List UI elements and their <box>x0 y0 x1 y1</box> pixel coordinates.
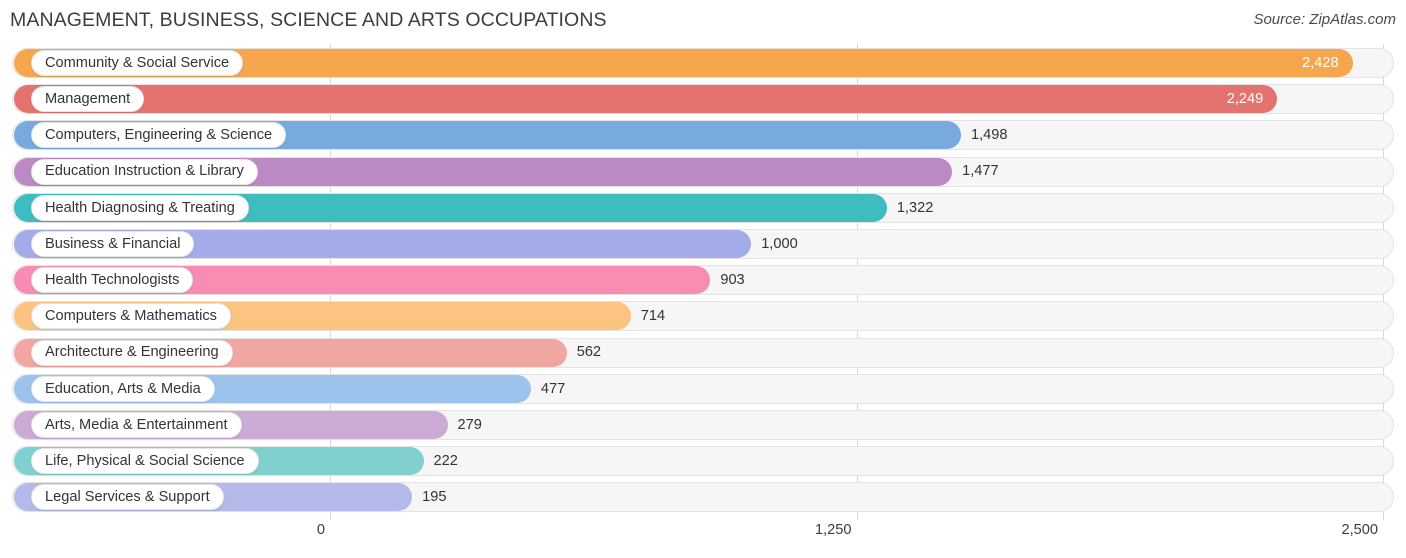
bar-value-label: 714 <box>640 308 666 325</box>
bar-category-text: Arts, Media & Entertainment <box>45 416 228 433</box>
bar-row[interactable]: Community & Social Service 2,428 <box>0 48 1406 78</box>
bar-row[interactable]: Computers & Mathematics 714 <box>0 301 1406 332</box>
bar-row[interactable]: Computers, Engineering & Science 1,498 <box>0 120 1406 151</box>
bar-category-label: Legal Services & Support <box>31 484 224 511</box>
bar-category-text: Life, Physical & Social Science <box>45 452 245 469</box>
bar-value-label: 1,322 <box>896 199 934 216</box>
bar-row[interactable]: Life, Physical & Social Science 222 <box>0 446 1406 477</box>
bar-value-label: 1,000 <box>761 235 798 252</box>
bar-category-text: Community & Social Service <box>45 54 230 71</box>
x-tick-label: 2,500 <box>1341 522 1378 538</box>
bar-category-label: Education, Arts & Media <box>31 375 215 402</box>
bar-category-label: Computers & Mathematics <box>31 303 231 330</box>
bar-category-label: Education Instruction & Library <box>31 158 258 185</box>
bar-category-label: Management <box>31 86 145 113</box>
bar-category-label: Architecture & Engineering <box>31 339 233 366</box>
bar-category-text: Architecture & Engineering <box>45 344 219 361</box>
bar-value-label: 195 <box>422 489 447 506</box>
bar-row[interactable]: Management 2,249 <box>0 84 1406 115</box>
bar-category-text: Health Technologists <box>45 271 180 288</box>
bar-category-label: Health Technologists <box>31 267 194 294</box>
bar-category-label: Computers, Engineering & Science <box>31 122 287 149</box>
bar-category-text: Legal Services & Support <box>45 489 210 506</box>
bar-value-label: 279 <box>457 416 482 433</box>
bar-row[interactable]: Education, Arts & Media 477 <box>0 373 1406 404</box>
bar-category-text: Management <box>45 90 131 107</box>
bar-row[interactable]: Business & Financial 1,000 <box>0 229 1406 259</box>
bar-category-text: Business & Financial <box>45 235 181 252</box>
bar-category-label: Life, Physical & Social Science <box>31 448 259 475</box>
bar-category-label: Business & Financial <box>31 231 195 257</box>
bar-category-text: Computers & Mathematics <box>45 308 217 325</box>
bar-category-label: Arts, Media & Entertainment <box>31 412 242 438</box>
bar-rows: Community & Social Service 2,428 Managemen… <box>0 44 1406 520</box>
bar[interactable] <box>14 85 1278 114</box>
x-tick-label: 1,250 <box>814 522 852 538</box>
bar-value-label: 2,249 <box>1226 90 1264 107</box>
bar-value-label: 903 <box>720 271 745 288</box>
page-title: MANAGEMENT, BUSINESS, SCIENCE AND ARTS O… <box>10 9 607 31</box>
plot-area: Community & Social Service 2,428 Managemen… <box>0 44 1406 520</box>
bar-row[interactable]: Legal Services & Support 195 <box>0 482 1406 513</box>
bar-row[interactable]: Health Diagnosing & Treating 1,322 <box>0 192 1406 223</box>
bar-row[interactable]: Health Technologists 903 <box>0 265 1406 296</box>
bar-row[interactable]: Education Instruction & Library 1,477 <box>0 156 1406 187</box>
bar-category-text: Education, Arts & Media <box>45 380 201 397</box>
bar-value-label: 1,498 <box>970 127 1008 144</box>
bar-value-label: 2,428 <box>1302 54 1339 71</box>
source-attribution: Source: ZipAtlas.com <box>1253 11 1396 28</box>
bar-value-label: 562 <box>576 344 602 361</box>
bar-value-label: 222 <box>433 452 458 469</box>
bar-row[interactable]: Arts, Media & Entertainment 279 <box>0 410 1406 440</box>
chart-header: MANAGEMENT, BUSINESS, SCIENCE AND ARTS O… <box>0 0 1406 44</box>
bar-category-label: Health Diagnosing & Treating <box>31 194 249 221</box>
bar-category-label: Community & Social Service <box>31 50 244 76</box>
x-tick-label: 0 <box>316 522 325 538</box>
x-axis: 0 1,250 2,500 <box>0 520 1406 558</box>
bar-value-label: 1,477 <box>962 163 999 180</box>
bar-category-text: Computers, Engineering & Science <box>45 127 273 144</box>
bar-category-text: Education Instruction & Library <box>45 163 244 180</box>
bar-row[interactable]: Architecture & Engineering 562 <box>0 337 1406 368</box>
bar-category-text: Health Diagnosing & Treating <box>45 199 235 216</box>
bar-value-label: 477 <box>540 380 566 397</box>
